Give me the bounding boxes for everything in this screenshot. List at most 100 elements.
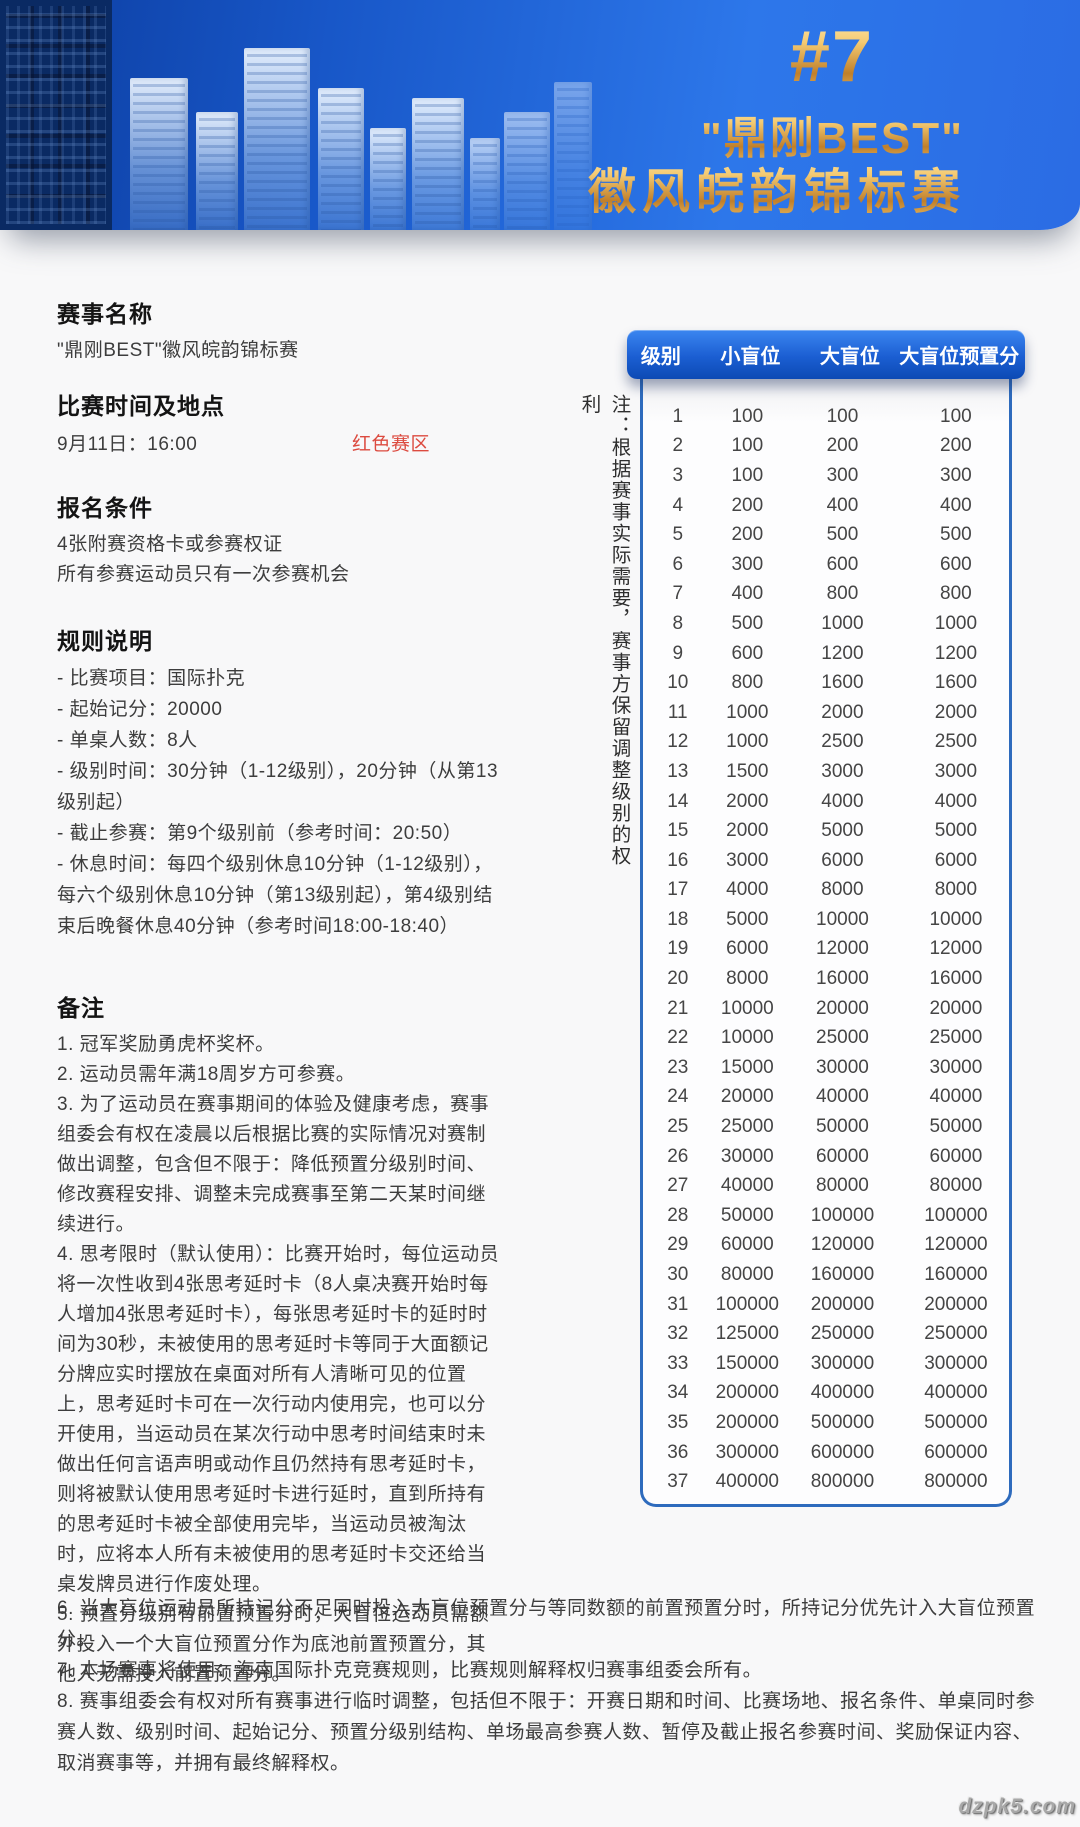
bb-ante-cell: 8000 <box>934 879 978 901</box>
bb-ante-cell: 1600 <box>934 672 978 694</box>
big-blind-cell: 30000 <box>816 1056 869 1078</box>
level-cell: 37 <box>667 1471 689 1493</box>
skyline-building <box>554 82 592 230</box>
blinds-table-row: 15 2000 5000 5000 <box>643 816 1009 846</box>
small-blind-cell: 8000 <box>726 968 769 990</box>
rule-item: - 单桌人数：8人 <box>57 730 198 751</box>
section-heading-notes: 备注 <box>57 995 105 1021</box>
level-cell: 29 <box>667 1234 689 1256</box>
level-cell: 32 <box>667 1323 689 1345</box>
bb-ante-cell: 60000 <box>929 1145 983 1167</box>
big-blind-cell: 4000 <box>821 790 864 812</box>
blinds-table-row: 34 200000 400000 400000 <box>643 1379 1009 1409</box>
level-cell: 26 <box>667 1145 689 1167</box>
level-cell: 2 <box>672 435 684 457</box>
bb-ante-cell: 3000 <box>934 760 978 782</box>
bb-ante-cell: 100000 <box>924 1204 988 1226</box>
bb-ante-cell: 50000 <box>929 1116 983 1138</box>
blinds-column-header: 大盲位预置分 <box>899 346 1020 368</box>
level-cell: 20 <box>667 968 689 990</box>
event-number-badge: #7 <box>789 17 874 97</box>
small-blind-cell: 2000 <box>726 820 769 842</box>
small-blind-cell: 300 <box>731 553 764 575</box>
level-cell: 30 <box>667 1264 689 1286</box>
big-blind-cell: 5000 <box>821 820 864 842</box>
bb-ante-cell: 500 <box>940 524 972 546</box>
rule-item: - 比赛项目：国际扑克 <box>57 668 246 689</box>
rule-item: - 截止参赛：第9个级别前（参考时间：20:50） <box>57 823 463 844</box>
note-item: 1. 冠军奖励勇虎杯奖杯。 <box>57 1034 275 1055</box>
big-blind-cell: 200 <box>826 435 859 457</box>
big-blind-cell: 100000 <box>810 1204 875 1226</box>
skyline-building <box>504 112 550 230</box>
level-cell: 27 <box>667 1175 689 1197</box>
bb-ante-cell: 500000 <box>924 1411 988 1433</box>
level-cell: 14 <box>667 790 689 812</box>
small-blind-cell: 80000 <box>720 1264 774 1286</box>
small-blind-cell: 3000 <box>726 849 769 871</box>
big-blind-cell: 20000 <box>816 997 869 1019</box>
bb-ante-cell: 20000 <box>929 997 983 1019</box>
big-blind-cell: 800 <box>826 583 859 605</box>
level-cell: 23 <box>667 1056 689 1078</box>
bb-ante-cell: 30000 <box>929 1056 983 1078</box>
level-cell: 28 <box>667 1204 689 1226</box>
banner-title-line1: "鼎刚BEST" <box>701 102 964 166</box>
blinds-table-row: 36 300000 600000 600000 <box>643 1438 1009 1468</box>
level-cell: 4 <box>672 494 684 516</box>
big-blind-cell: 1200 <box>821 642 864 664</box>
info-column: 赛事名称 "鼎刚BEST"徽风皖韵锦标赛 比赛时间及地点 9月11日：16:00… <box>57 300 504 1690</box>
bb-ante-cell: 600 <box>940 553 972 575</box>
blinds-table-row: 32 125000 250000 250000 <box>643 1319 1009 1349</box>
blinds-table-row: 24 20000 40000 40000 <box>643 1083 1009 1113</box>
blinds-table-row: 10 800 1600 1600 <box>643 668 1009 698</box>
skyline-building <box>470 138 500 230</box>
level-cell: 6 <box>672 553 684 575</box>
blinds-table-row: 20 8000 16000 16000 <box>643 964 1009 994</box>
big-blind-cell: 3000 <box>821 760 864 782</box>
zone-label: 红色赛区 <box>352 434 431 455</box>
blinds-table-body: 1 100 100 100 2 100 200 200 3 100 300 300 4 200 400 400… <box>640 376 1012 1507</box>
big-blind-cell: 500 <box>826 524 859 546</box>
small-blind-cell: 40000 <box>720 1175 774 1197</box>
blinds-table-row: 25 25000 50000 50000 <box>643 1112 1009 1142</box>
skyline-building <box>370 128 406 230</box>
level-cell: 13 <box>667 760 689 782</box>
note-item: 8. 赛事组委会有权对所有赛事进行临时调整，包括但不限于：开赛日期和时间、比赛场… <box>57 1691 1036 1774</box>
big-blind-cell: 400000 <box>810 1382 875 1404</box>
small-blind-cell: 10000 <box>720 1027 774 1049</box>
bb-ante-cell: 2000 <box>934 701 978 723</box>
level-cell: 7 <box>672 583 684 605</box>
level-cell: 36 <box>667 1441 689 1463</box>
big-blind-cell: 1000 <box>821 612 864 634</box>
blinds-table-row: 33 150000 300000 300000 <box>643 1349 1009 1379</box>
small-blind-cell: 50000 <box>720 1204 774 1226</box>
bb-ante-cell: 5000 <box>934 820 978 842</box>
big-blind-cell: 40000 <box>816 1086 869 1108</box>
blinds-table-row: 11 1000 2000 2000 <box>643 698 1009 728</box>
level-cell: 11 <box>667 701 688 723</box>
small-blind-cell: 15000 <box>720 1056 774 1078</box>
note-item: 5. 预置分级别有前置预置分时，大盲位运动员需额外投入一个大盲位预置分作为底池前… <box>57 1604 490 1685</box>
blinds-table-row: 1 100 100 100 <box>643 402 1009 432</box>
blinds-table-row: 4 200 400 400 <box>643 491 1009 521</box>
blinds-table-row: 30 80000 160000 160000 <box>643 1260 1009 1290</box>
big-blind-cell: 6000 <box>821 849 864 871</box>
small-blind-cell: 6000 <box>726 938 769 960</box>
big-blind-cell: 600 <box>826 553 859 575</box>
small-blind-cell: 10000 <box>720 997 774 1019</box>
bb-ante-cell: 16000 <box>929 968 983 990</box>
big-blind-cell: 250000 <box>810 1323 875 1345</box>
schedule-row: 9月11日：16:00 红色赛区 <box>57 430 504 460</box>
small-blind-cell: 200 <box>731 524 764 546</box>
blinds-table-row: 12 1000 2500 2500 <box>643 728 1009 758</box>
level-cell: 19 <box>667 938 689 960</box>
level-cell: 3 <box>672 464 684 486</box>
small-blind-cell: 400 <box>731 583 764 605</box>
small-blind-cell: 60000 <box>720 1234 774 1256</box>
big-blind-cell: 60000 <box>816 1145 869 1167</box>
bb-ante-cell: 2500 <box>934 731 978 753</box>
big-blind-cell: 2500 <box>821 731 864 753</box>
big-blind-cell: 300 <box>826 464 859 486</box>
